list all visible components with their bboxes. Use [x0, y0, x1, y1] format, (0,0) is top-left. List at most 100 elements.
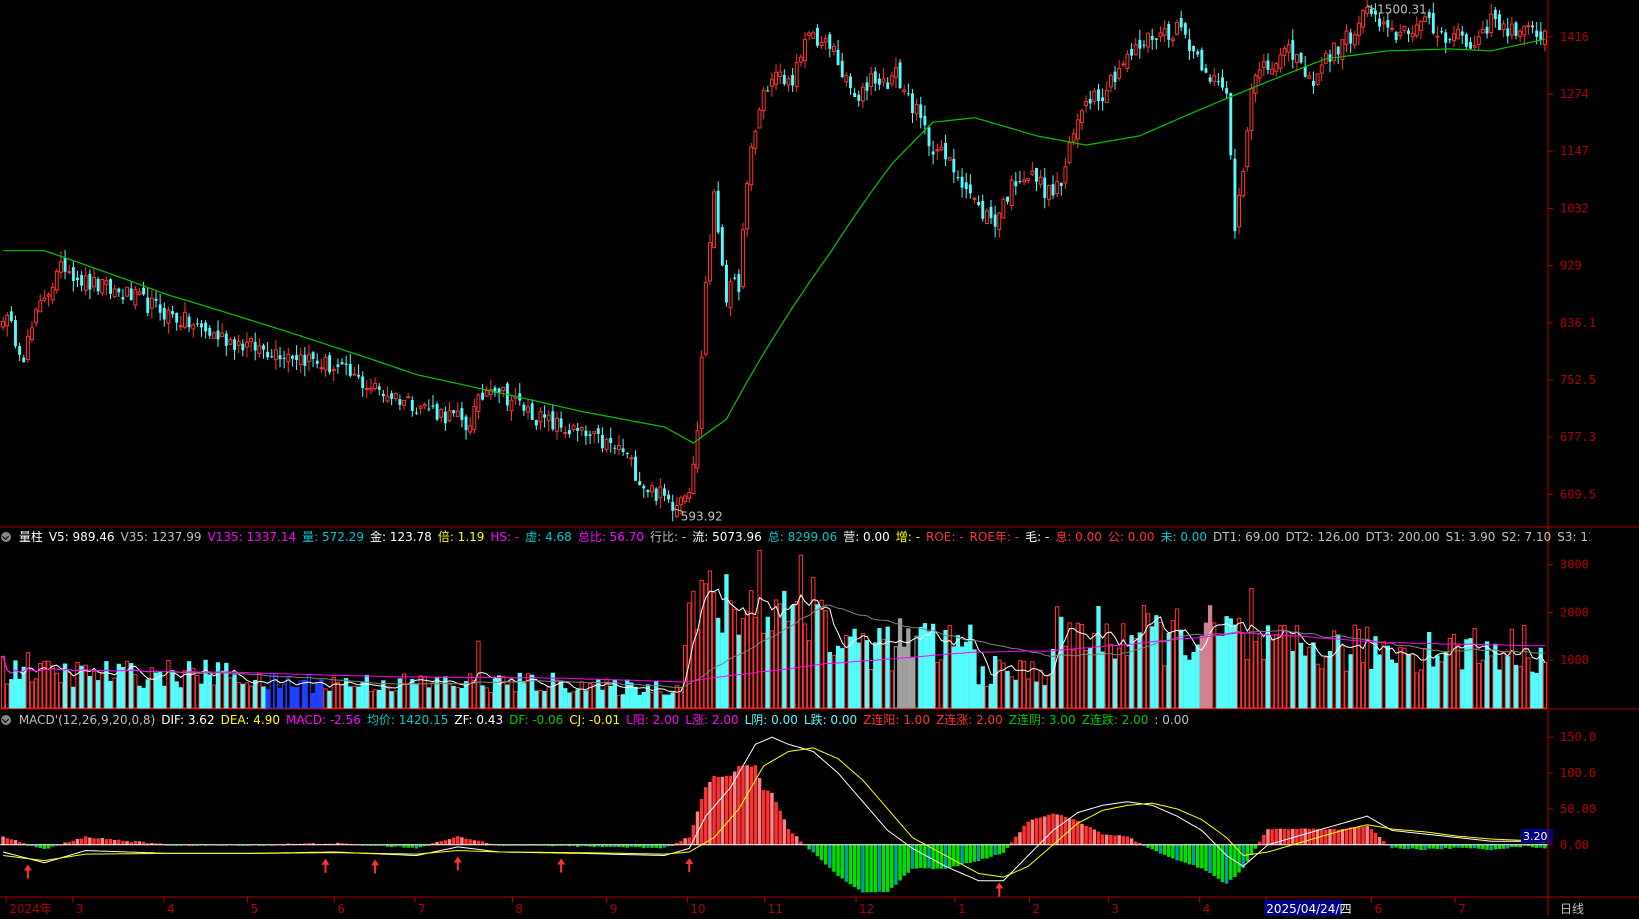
macd-histogram-bar[interactable]	[456, 836, 460, 845]
macd-histogram-bar[interactable]	[1171, 844, 1175, 859]
volume-bar[interactable]	[95, 680, 101, 709]
macd-histogram-bar[interactable]	[5, 838, 9, 845]
macd-histogram-bar[interactable]	[546, 844, 551, 847]
volume-bar[interactable]	[513, 691, 518, 709]
candlestick[interactable]	[1407, 27, 1410, 43]
macd-histogram-bar[interactable]	[741, 765, 745, 845]
volume-bar[interactable]	[947, 625, 952, 709]
volume-bar[interactable]	[1455, 644, 1461, 709]
volume-bar[interactable]	[393, 690, 398, 709]
macd-histogram-bar[interactable]	[92, 838, 96, 845]
macd-histogram-bar[interactable]	[394, 844, 398, 847]
candlestick[interactable]	[1009, 175, 1014, 211]
candlestick[interactable]	[984, 208, 989, 225]
volume-bar[interactable]	[1410, 653, 1415, 709]
candlestick[interactable]	[1444, 29, 1448, 54]
candlestick[interactable]	[1097, 83, 1100, 111]
macd-histogram-bar[interactable]	[1088, 827, 1092, 845]
candlestick[interactable]	[538, 407, 543, 431]
macd-histogram-bar[interactable]	[642, 844, 646, 849]
macd-histogram-bar[interactable]	[939, 844, 944, 869]
candlestick[interactable]	[860, 82, 865, 109]
volume-bar[interactable]	[596, 679, 601, 709]
macd-histogram-bar[interactable]	[398, 844, 402, 847]
macd-histogram-bar[interactable]	[1266, 829, 1270, 845]
macd-histogram-bar[interactable]	[637, 844, 642, 848]
macd-histogram-bar[interactable]	[1299, 828, 1303, 845]
volume-bar[interactable]	[538, 690, 543, 709]
candlestick[interactable]	[42, 289, 47, 303]
candlestick[interactable]	[1278, 48, 1283, 73]
volume-bar[interactable]	[174, 681, 179, 709]
candlestick[interactable]	[241, 339, 245, 357]
macd-histogram-bar[interactable]	[1096, 831, 1101, 845]
macd-histogram-bar[interactable]	[1291, 828, 1295, 845]
candlestick[interactable]	[71, 260, 75, 292]
volume-bar[interactable]	[1195, 644, 1200, 709]
candlestick[interactable]	[1001, 196, 1006, 219]
volume-bar[interactable]	[716, 617, 721, 709]
candlestick[interactable]	[1365, 0, 1370, 18]
volume-bar[interactable]	[1158, 622, 1163, 709]
volume-bar[interactable]	[1100, 651, 1105, 709]
candlestick[interactable]	[1480, 20, 1485, 34]
volume-bar[interactable]	[711, 591, 717, 709]
candlestick[interactable]	[208, 325, 212, 339]
candlestick[interactable]	[1154, 37, 1158, 50]
candlestick[interactable]	[526, 398, 530, 420]
macd-histogram-bar[interactable]	[567, 844, 572, 847]
candlestick[interactable]	[551, 404, 555, 432]
macd-histogram-bar[interactable]	[1282, 828, 1287, 845]
macd-histogram-bar[interactable]	[1415, 844, 1419, 850]
macd-histogram-bar[interactable]	[906, 844, 911, 873]
candlestick[interactable]	[1117, 60, 1122, 81]
candlestick[interactable]	[104, 276, 109, 296]
volume-bar[interactable]	[1447, 637, 1453, 709]
macd-histogram-bar[interactable]	[108, 838, 113, 845]
candlestick[interactable]	[1286, 39, 1291, 62]
macd-histogram-bar[interactable]	[1129, 838, 1134, 845]
candlestick[interactable]	[534, 419, 538, 431]
candlestick[interactable]	[1485, 19, 1489, 39]
macd-histogram-bar[interactable]	[935, 844, 940, 869]
volume-bar[interactable]	[563, 688, 568, 709]
candlestick[interactable]	[1291, 29, 1295, 69]
volume-bar[interactable]	[472, 680, 477, 709]
volume-bar[interactable]	[1497, 669, 1502, 709]
candlestick[interactable]	[34, 307, 39, 327]
volume-bar[interactable]	[137, 685, 142, 709]
volume-bar[interactable]	[654, 681, 659, 709]
candlestick[interactable]	[311, 350, 315, 367]
macd-histogram-bar[interactable]	[1311, 828, 1316, 845]
candlestick[interactable]	[14, 315, 17, 349]
volume-bar[interactable]	[207, 674, 212, 709]
macd-histogram-bar[interactable]	[1084, 825, 1088, 845]
volume-bar[interactable]	[129, 663, 134, 709]
candlestick[interactable]	[228, 336, 233, 346]
volume-bar[interactable]	[331, 676, 336, 709]
macd-histogram-bar[interactable]	[451, 837, 456, 845]
volume-bar[interactable]	[253, 679, 258, 709]
macd-histogram-bar[interactable]	[21, 843, 26, 845]
volume-bar[interactable]	[769, 630, 775, 709]
candlestick[interactable]	[195, 317, 199, 327]
macd-histogram-bar[interactable]	[1353, 827, 1357, 845]
candlestick[interactable]	[30, 321, 34, 343]
macd-histogram-bar[interactable]	[447, 839, 452, 845]
candlestick[interactable]	[914, 98, 919, 121]
volume-bar[interactable]	[757, 549, 762, 709]
volume-bar[interactable]	[546, 686, 551, 709]
macd-histogram-bar[interactable]	[1212, 844, 1216, 876]
candlestick[interactable]	[1225, 80, 1229, 100]
macd-histogram-bar[interactable]	[1344, 828, 1349, 845]
macd-histogram-bar[interactable]	[484, 843, 489, 845]
volume-bar[interactable]	[753, 616, 758, 709]
volume-bar[interactable]	[480, 685, 485, 709]
volume-bar[interactable]	[58, 682, 64, 709]
macd-histogram-bar[interactable]	[778, 810, 782, 845]
candlestick[interactable]	[707, 233, 712, 285]
volume-bar[interactable]	[1377, 654, 1382, 709]
volume-bar[interactable]	[381, 680, 386, 709]
volume-bar[interactable]	[1451, 634, 1457, 709]
volume-bar[interactable]	[1088, 647, 1093, 709]
